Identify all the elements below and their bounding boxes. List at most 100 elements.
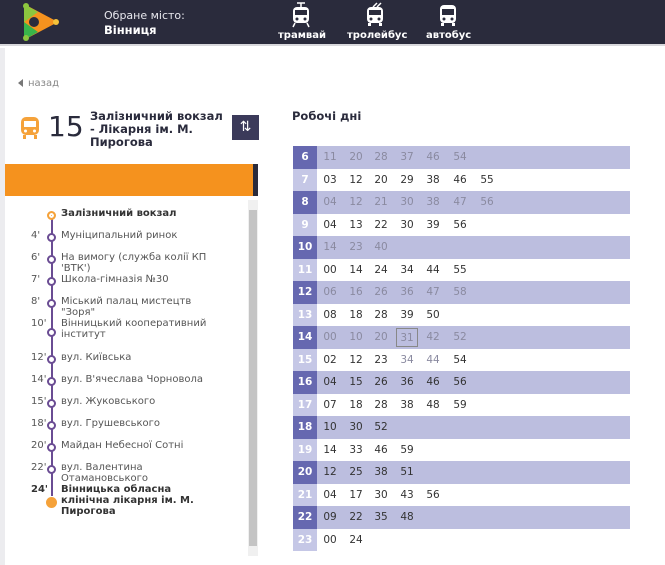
departure-minute[interactable]: 00 [323, 533, 337, 546]
departure-minute[interactable]: 35 [374, 511, 388, 523]
departure-minute[interactable]: 56 [453, 376, 467, 388]
departure-minute[interactable]: 38 [426, 173, 440, 186]
departure-minute[interactable]: 15 [349, 376, 363, 388]
departure-minute[interactable]: 23 [374, 353, 388, 366]
departure-minute[interactable]: 34 [400, 353, 414, 366]
departure-minute[interactable]: 33 [349, 443, 363, 456]
departure-minute[interactable]: 50 [426, 308, 440, 321]
city-selector[interactable]: Вінниця [104, 23, 157, 37]
departure-minute[interactable]: 59 [400, 443, 414, 456]
departure-minute[interactable]: 34 [400, 263, 414, 276]
departure-minute[interactable]: 26 [374, 286, 388, 298]
departure-minute[interactable]: 46 [426, 376, 440, 388]
scrollbar-thumb[interactable] [249, 210, 257, 546]
departure-minute[interactable]: 12 [349, 196, 363, 208]
departure-minute[interactable]: 39 [400, 308, 414, 321]
departure-minute[interactable]: 23 [349, 241, 363, 253]
departure-minute[interactable]: 11 [323, 151, 337, 163]
departure-minute[interactable]: 16 [349, 286, 363, 298]
departure-minute[interactable]: 30 [349, 421, 363, 433]
departure-minute[interactable]: 20 [374, 331, 388, 343]
departure-minute[interactable]: 47 [453, 196, 467, 208]
departure-minute[interactable]: 02 [323, 353, 337, 366]
departure-minute[interactable]: 04 [323, 196, 337, 208]
departure-minute[interactable]: 00 [323, 263, 337, 276]
departure-minute[interactable]: 14 [323, 241, 337, 253]
departure-minute[interactable]: 59 [453, 398, 467, 411]
stops-scrollbar[interactable] [248, 200, 258, 556]
departure-minute[interactable]: 30 [374, 488, 388, 501]
departure-minute[interactable]: 28 [374, 398, 388, 411]
departure-minute[interactable]: 13 [349, 218, 363, 231]
departure-minute[interactable]: 28 [374, 308, 388, 321]
departure-minute[interactable]: 28 [374, 151, 388, 163]
departure-minute[interactable]: 24 [374, 263, 388, 276]
departure-minute[interactable]: 40 [374, 241, 388, 253]
departure-minute[interactable]: 18 [349, 398, 363, 411]
departure-minute[interactable]: 08 [323, 308, 337, 321]
departure-minute[interactable]: 30 [400, 196, 414, 208]
departure-minute[interactable]: 14 [323, 443, 337, 456]
app-logo[interactable] [18, 2, 62, 44]
departure-minute[interactable]: 46 [374, 443, 388, 456]
departure-minute[interactable]: 38 [374, 466, 388, 478]
departure-minute[interactable]: 36 [400, 376, 414, 388]
departure-minute[interactable]: 04 [323, 218, 337, 231]
departure-minute[interactable]: 46 [426, 151, 440, 163]
departure-minute[interactable]: 31 [396, 328, 418, 347]
departure-minute[interactable]: 06 [323, 286, 337, 298]
departure-minute[interactable]: 04 [323, 376, 337, 388]
departure-minute[interactable]: 47 [426, 286, 440, 298]
departure-minute[interactable]: 09 [323, 511, 337, 523]
swap-direction-button[interactable]: ⇅ [232, 115, 259, 140]
departure-minute[interactable]: 07 [323, 398, 337, 411]
departure-minute[interactable]: 56 [453, 218, 467, 231]
departure-minute[interactable]: 55 [453, 263, 467, 276]
departure-minute[interactable]: 12 [349, 353, 363, 366]
departure-minute[interactable]: 24 [349, 533, 363, 546]
departure-minute[interactable]: 48 [426, 398, 440, 411]
departure-minute[interactable]: 44 [426, 353, 440, 366]
departure-minute[interactable]: 22 [374, 218, 388, 231]
departure-minute[interactable]: 54 [453, 353, 467, 366]
departure-minute[interactable]: 29 [400, 173, 414, 186]
departure-minute[interactable]: 17 [349, 488, 363, 501]
departure-minute[interactable]: 54 [453, 151, 467, 163]
departure-minute[interactable]: 38 [426, 196, 440, 208]
departure-minute[interactable]: 10 [323, 421, 337, 433]
departure-minute[interactable]: 30 [400, 218, 414, 231]
departure-minute[interactable]: 52 [453, 331, 467, 343]
departure-minute[interactable]: 43 [400, 488, 414, 501]
back-link[interactable]: назад [18, 78, 59, 89]
departure-minute[interactable]: 56 [426, 488, 440, 501]
mode-trolleybus[interactable]: тролейбус [347, 2, 407, 41]
departure-minute[interactable]: 38 [400, 398, 414, 411]
departure-minute[interactable]: 04 [323, 488, 337, 501]
departure-minute[interactable]: 00 [323, 331, 337, 343]
departure-minute[interactable]: 37 [400, 151, 414, 163]
departure-minute[interactable]: 46 [453, 173, 467, 186]
departure-minute[interactable]: 20 [349, 151, 363, 163]
mode-bus[interactable]: автобус [426, 2, 471, 41]
departure-minute[interactable]: 36 [400, 286, 414, 298]
mode-tram[interactable]: трамвай [278, 2, 326, 41]
departure-minute[interactable]: 21 [374, 196, 388, 208]
departure-minute[interactable]: 03 [323, 173, 337, 186]
departure-minute[interactable]: 48 [400, 511, 414, 523]
departure-minute[interactable]: 10 [349, 331, 363, 343]
departure-minute[interactable]: 26 [374, 376, 388, 388]
departure-minute[interactable]: 42 [426, 331, 440, 343]
departure-minute[interactable]: 58 [453, 286, 467, 298]
departure-minute[interactable]: 52 [374, 421, 388, 433]
departure-minute[interactable]: 51 [400, 466, 414, 478]
departure-minute[interactable]: 56 [480, 196, 494, 208]
departure-minute[interactable]: 14 [349, 263, 363, 276]
departure-minute[interactable]: 55 [480, 173, 494, 186]
departure-minute[interactable]: 12 [349, 173, 363, 186]
departure-minute[interactable]: 25 [349, 466, 363, 478]
departure-minute[interactable]: 20 [374, 173, 388, 186]
departure-minute[interactable]: 44 [426, 263, 440, 276]
departure-minute[interactable]: 39 [426, 218, 440, 231]
departure-minute[interactable]: 18 [349, 308, 363, 321]
departure-minute[interactable]: 12 [323, 466, 337, 478]
